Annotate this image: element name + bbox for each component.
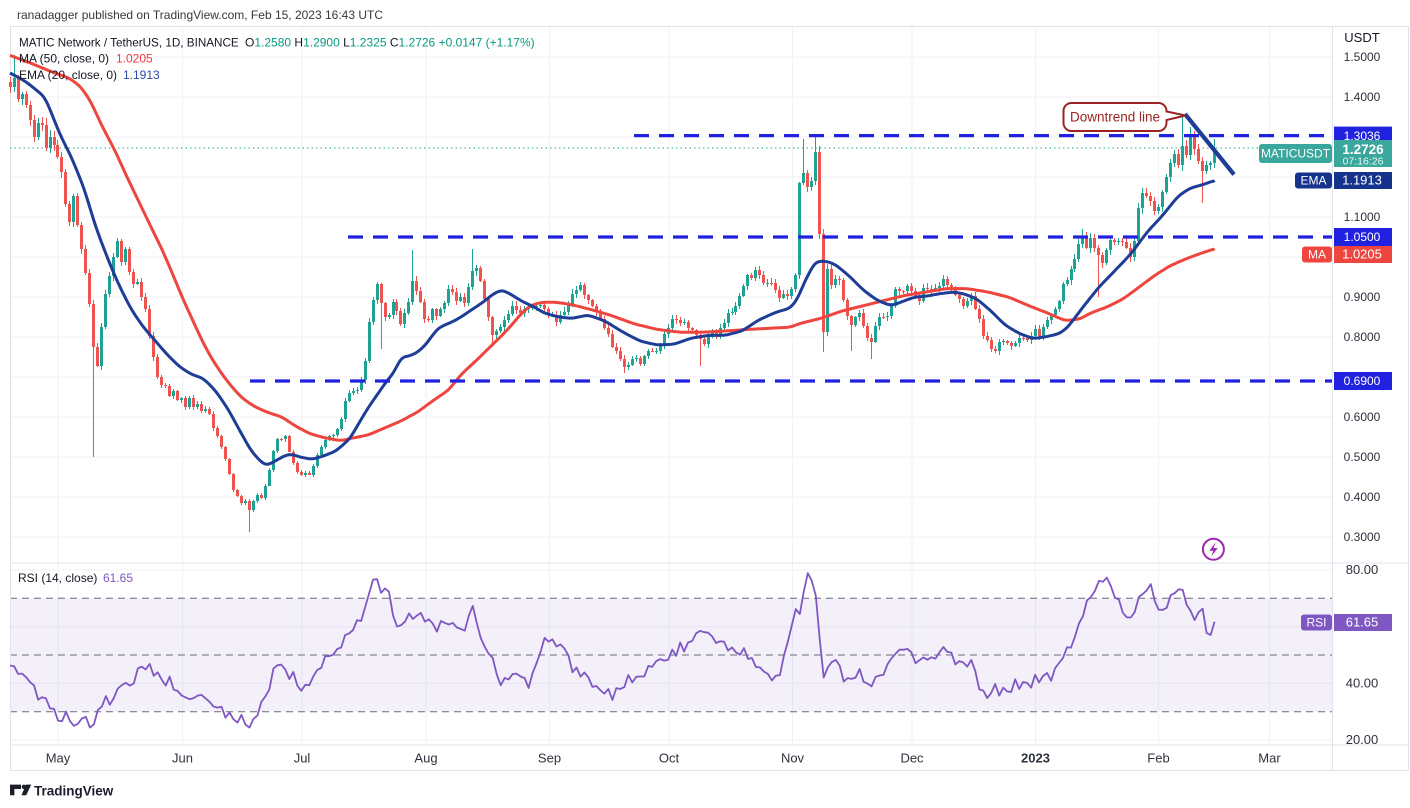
svg-text:2023: 2023 xyxy=(1021,751,1050,766)
svg-text:61.65: 61.65 xyxy=(1346,615,1379,630)
svg-text:1.3036: 1.3036 xyxy=(1344,129,1381,143)
svg-text:TradingView: TradingView xyxy=(34,784,114,799)
svg-text:Dec: Dec xyxy=(900,751,924,766)
svg-text:Oct: Oct xyxy=(659,751,680,766)
svg-text:MA (50, close, 0): MA (50, close, 0) xyxy=(19,52,109,66)
svg-text:USDT: USDT xyxy=(1344,30,1379,45)
svg-text:0.5000: 0.5000 xyxy=(1344,450,1381,464)
svg-text:0.6900: 0.6900 xyxy=(1344,374,1381,388)
svg-text:1.1000: 1.1000 xyxy=(1344,210,1381,224)
svg-text:1.1913: 1.1913 xyxy=(1342,173,1382,188)
svg-text:0.8000: 0.8000 xyxy=(1344,330,1381,344)
svg-text:0.9000: 0.9000 xyxy=(1344,290,1381,304)
svg-text:1.0205: 1.0205 xyxy=(1342,247,1382,262)
svg-text:0.3000: 0.3000 xyxy=(1344,530,1381,544)
svg-text:EMA (20, close, 0): EMA (20, close, 0) xyxy=(19,68,117,82)
svg-text:MATICUSDT: MATICUSDT xyxy=(1261,147,1331,161)
svg-text:1.1913: 1.1913 xyxy=(123,68,160,82)
svg-text:1.4000: 1.4000 xyxy=(1344,90,1381,104)
svg-text:ranadagger published on Tradin: ranadagger published on TradingView.com,… xyxy=(17,8,383,22)
svg-text:Sep: Sep xyxy=(538,751,561,766)
svg-text:RSI: RSI xyxy=(1306,616,1326,630)
svg-text:80.00: 80.00 xyxy=(1346,562,1379,577)
svg-text:0.4000: 0.4000 xyxy=(1344,490,1381,504)
svg-text:40.00: 40.00 xyxy=(1346,676,1379,691)
svg-text:1.0205: 1.0205 xyxy=(116,52,153,66)
svg-text:61.65: 61.65 xyxy=(103,571,133,585)
svg-text:Downtrend line: Downtrend line xyxy=(1070,110,1160,125)
svg-text:Jul: Jul xyxy=(294,751,311,766)
svg-text:Aug: Aug xyxy=(414,751,437,766)
svg-text:1.2726: 1.2726 xyxy=(1342,142,1384,157)
svg-text:0.6000: 0.6000 xyxy=(1344,410,1381,424)
svg-text:Nov: Nov xyxy=(781,751,805,766)
svg-text:1.5000: 1.5000 xyxy=(1344,50,1381,64)
svg-text:MA: MA xyxy=(1308,248,1326,262)
svg-text:EMA: EMA xyxy=(1300,174,1326,188)
svg-text:Mar: Mar xyxy=(1258,751,1281,766)
svg-text:Jun: Jun xyxy=(172,751,193,766)
svg-text:O1.2580 H1.2900 L1.2325 C1.272: O1.2580 H1.2900 L1.2325 C1.2726 +0.0147 … xyxy=(245,36,535,50)
svg-text:1.0500: 1.0500 xyxy=(1344,230,1381,244)
svg-text:RSI (14, close): RSI (14, close) xyxy=(18,571,97,585)
svg-text:MATIC Network / TetherUS, 1D,: MATIC Network / TetherUS, 1D, BINANCE xyxy=(19,37,239,50)
svg-text:07:16:26: 07:16:26 xyxy=(1343,156,1384,168)
svg-text:Feb: Feb xyxy=(1147,751,1169,766)
svg-text:20.00: 20.00 xyxy=(1346,732,1379,747)
svg-text:May: May xyxy=(46,751,71,766)
